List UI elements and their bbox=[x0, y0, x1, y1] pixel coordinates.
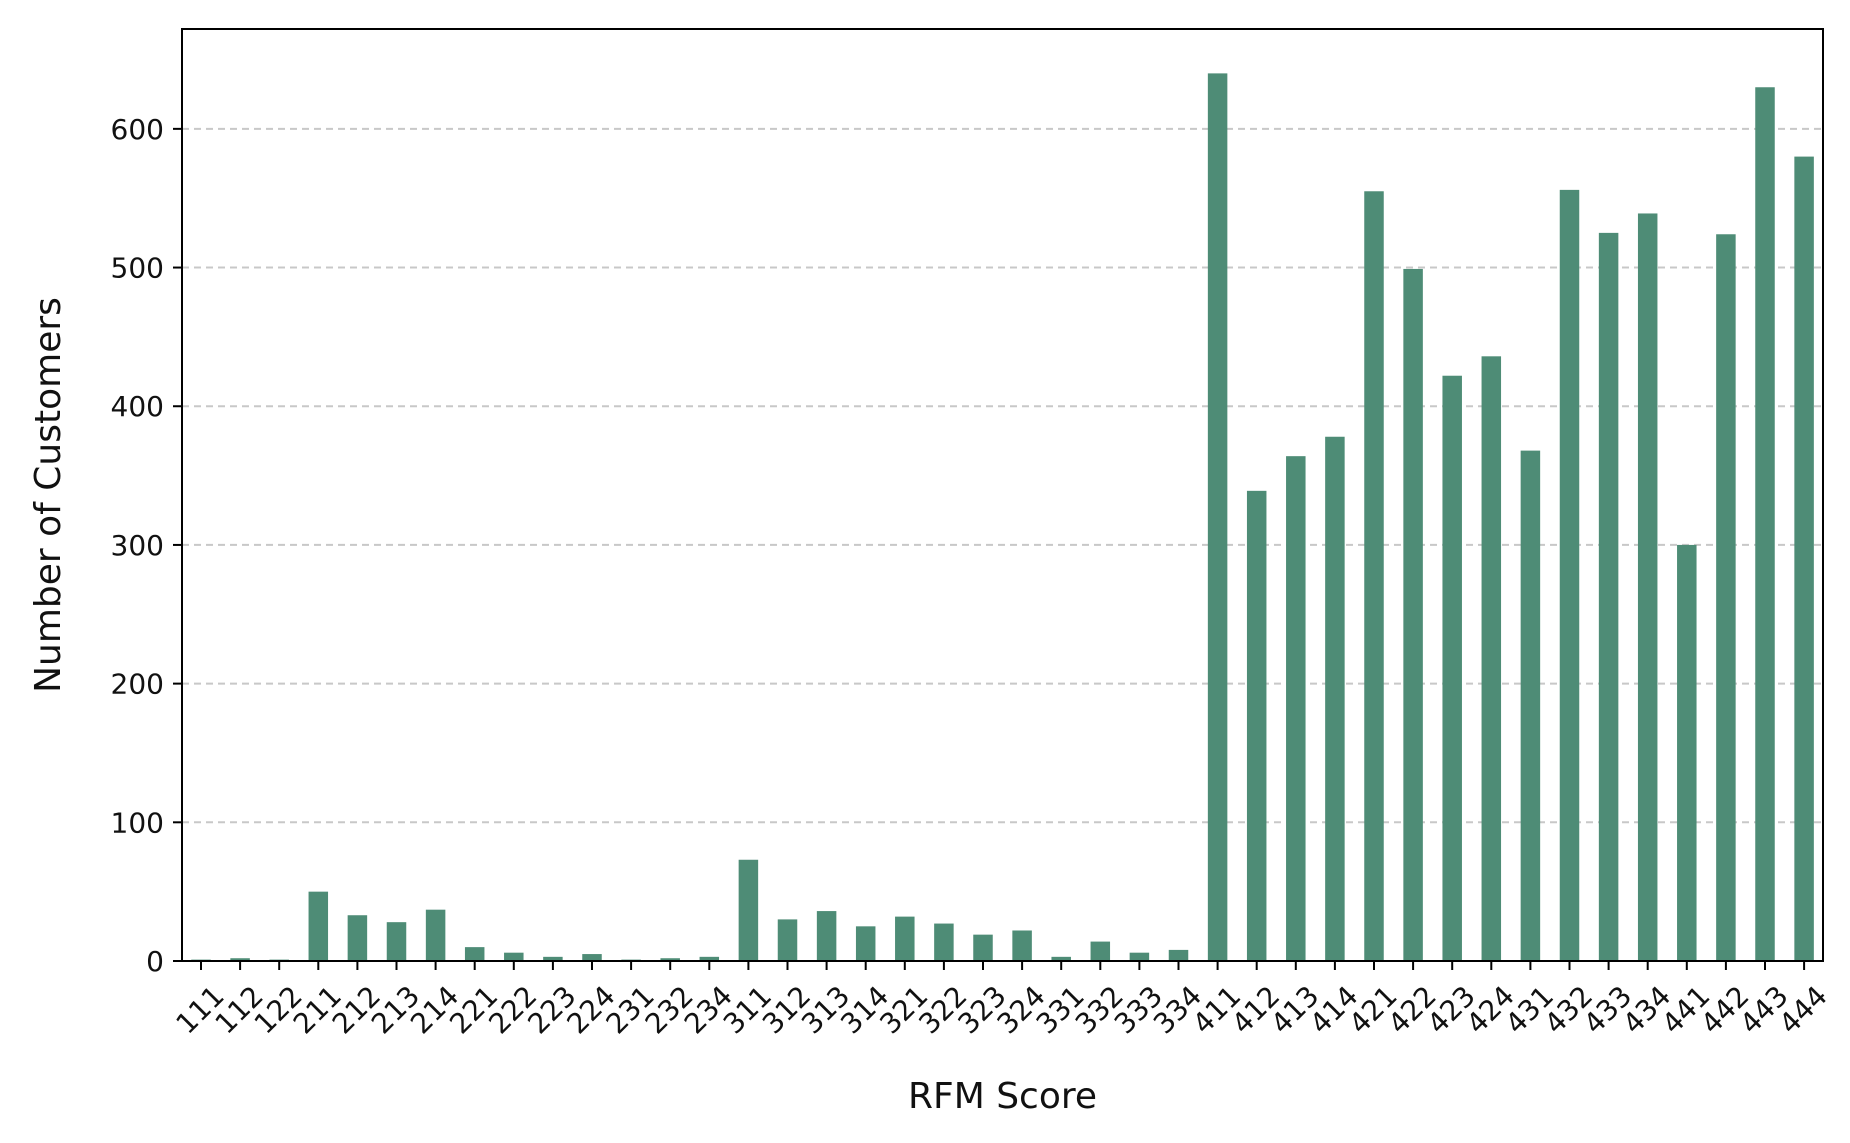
bar-331 bbox=[1051, 956, 1071, 961]
y-axis: 0 100 200 300 400 500 600 bbox=[111, 113, 182, 978]
y-tick-label: 100 bbox=[111, 806, 164, 839]
bar-422 bbox=[1403, 268, 1423, 961]
bar-312 bbox=[777, 919, 798, 961]
bar-313 bbox=[816, 911, 837, 961]
y-axis-label: Number of Customers bbox=[28, 297, 69, 693]
bar-334 bbox=[1168, 949, 1189, 961]
bar-443 bbox=[1755, 87, 1775, 961]
bar-411 bbox=[1207, 73, 1228, 961]
y-tick-label: 300 bbox=[111, 529, 164, 562]
bar-412 bbox=[1246, 490, 1267, 961]
bar-211 bbox=[308, 891, 329, 961]
bar-232 bbox=[660, 958, 680, 961]
bar-332 bbox=[1090, 941, 1111, 961]
bar-431 bbox=[1520, 450, 1541, 961]
bar-424 bbox=[1481, 356, 1502, 961]
bar-433 bbox=[1598, 232, 1619, 961]
y-tick-label: 600 bbox=[111, 113, 164, 146]
bar-444 bbox=[1794, 156, 1814, 962]
bar-222 bbox=[504, 952, 524, 961]
bar-441 bbox=[1677, 544, 1697, 961]
bar-442 bbox=[1716, 234, 1736, 961]
bar-323 bbox=[973, 934, 993, 961]
bars-layer bbox=[191, 73, 1814, 962]
bar-413 bbox=[1286, 456, 1306, 961]
bar-112 bbox=[230, 958, 250, 961]
x-tick-label: 444 bbox=[1773, 979, 1834, 1040]
y-tick-label: 400 bbox=[111, 390, 164, 423]
bar-224 bbox=[582, 954, 602, 961]
bar-234 bbox=[699, 956, 720, 961]
bar-333 bbox=[1129, 952, 1150, 961]
bar-434 bbox=[1637, 213, 1658, 962]
x-axis: 1111121222112122132142212222232242312322… bbox=[170, 961, 1834, 1040]
bar-214 bbox=[425, 909, 446, 961]
bar-421 bbox=[1364, 191, 1384, 962]
bar-314 bbox=[855, 926, 876, 961]
grid-layer bbox=[182, 127, 1823, 824]
plot-frame bbox=[181, 28, 1824, 962]
bar-213 bbox=[386, 922, 407, 961]
bar-221 bbox=[464, 947, 485, 961]
bar-223 bbox=[543, 956, 563, 961]
bar-324 bbox=[1012, 930, 1032, 961]
y-tick-label: 500 bbox=[111, 252, 164, 285]
bar-322 bbox=[934, 923, 954, 961]
y-tick-label: 200 bbox=[111, 668, 164, 701]
bar-423 bbox=[1442, 375, 1462, 961]
bar-414 bbox=[1325, 436, 1345, 961]
x-axis-label: RFM Score bbox=[908, 1076, 1097, 1117]
bar-212 bbox=[347, 915, 368, 961]
bar-321 bbox=[895, 916, 915, 961]
bar-311 bbox=[738, 859, 759, 961]
y-tick-label: 0 bbox=[146, 945, 164, 978]
bar-432 bbox=[1559, 189, 1580, 961]
